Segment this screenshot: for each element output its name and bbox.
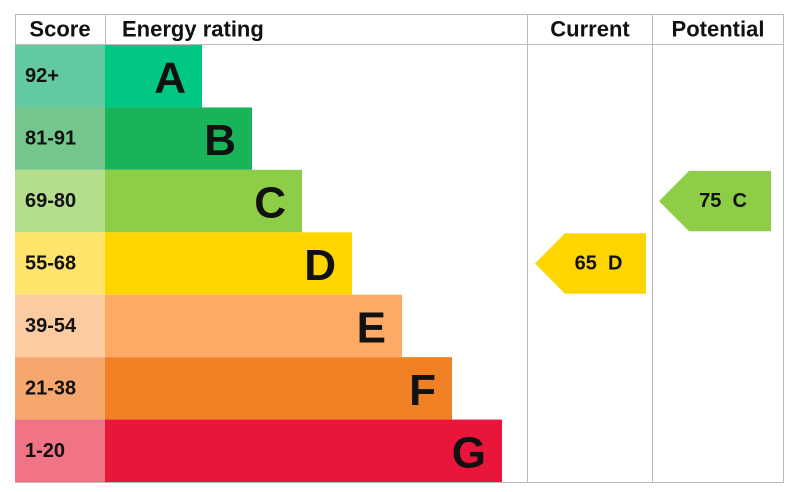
rating-letter: D xyxy=(304,241,336,290)
potential-pointer xyxy=(659,170,771,232)
rating-letter: B xyxy=(204,116,236,165)
rating-letter: E xyxy=(357,303,386,352)
score-cell xyxy=(15,419,105,483)
score-cell xyxy=(15,357,105,420)
current-rating: D xyxy=(608,253,622,275)
score-range: 69-80 xyxy=(25,190,76,212)
header-potential: Potential xyxy=(672,17,765,42)
rating-letter: A xyxy=(154,54,186,103)
potential-label: 75 C xyxy=(699,190,747,212)
rating-bar xyxy=(105,169,302,233)
rating-letter: F xyxy=(409,366,436,415)
score-cell xyxy=(15,107,105,170)
score-range: 39-54 xyxy=(25,315,77,337)
current-score: 65 xyxy=(575,253,597,275)
rating-bar xyxy=(105,232,352,295)
potential-rating: C xyxy=(732,190,746,212)
score-range: 21-38 xyxy=(25,377,76,399)
rating-bar xyxy=(105,419,502,483)
header-score: Score xyxy=(29,17,90,42)
score-range: 92+ xyxy=(25,65,59,87)
score-cell xyxy=(15,169,105,233)
score-range: 1-20 xyxy=(25,440,65,462)
score-range: 81-91 xyxy=(25,128,76,150)
rating-bar xyxy=(105,357,452,420)
header-current: Current xyxy=(550,17,630,42)
score-cell xyxy=(15,45,105,108)
rating-bar xyxy=(105,107,252,170)
rating-bar xyxy=(105,45,202,108)
potential-score: 75 xyxy=(699,190,721,212)
rating-letter: G xyxy=(452,428,486,477)
rating-letter: C xyxy=(254,179,286,228)
header-rating: Energy rating xyxy=(122,17,264,42)
score-cell xyxy=(15,232,105,295)
current-label: 65 D xyxy=(575,253,623,275)
score-cell xyxy=(15,294,105,358)
score-range: 55-68 xyxy=(25,253,76,275)
rating-bar xyxy=(105,294,402,358)
current-pointer xyxy=(535,233,646,294)
